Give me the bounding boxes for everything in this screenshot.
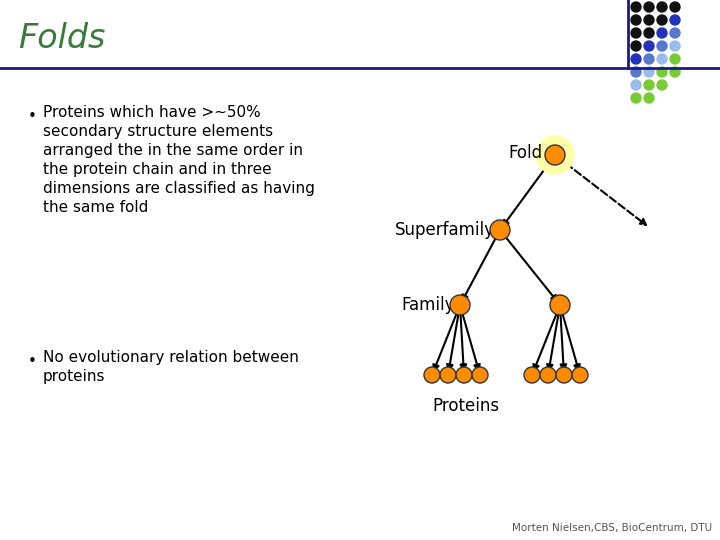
Circle shape [657, 28, 667, 38]
Circle shape [670, 67, 680, 77]
Text: •: • [28, 354, 37, 369]
Text: Superfamily: Superfamily [395, 221, 495, 239]
Text: No evolutionary relation between: No evolutionary relation between [43, 350, 299, 365]
Circle shape [670, 28, 680, 38]
Circle shape [644, 80, 654, 90]
Circle shape [644, 15, 654, 25]
Circle shape [657, 54, 667, 64]
Circle shape [670, 15, 680, 25]
Circle shape [644, 2, 654, 12]
Circle shape [644, 93, 654, 103]
Circle shape [644, 28, 654, 38]
Circle shape [631, 93, 641, 103]
Text: Family: Family [402, 296, 455, 314]
Circle shape [424, 367, 440, 383]
Circle shape [657, 67, 667, 77]
Text: Fold: Fold [509, 144, 543, 162]
Text: arranged the in the same order in: arranged the in the same order in [43, 143, 303, 158]
Circle shape [490, 220, 510, 240]
Circle shape [657, 2, 667, 12]
Text: Proteins which have >∼50%: Proteins which have >∼50% [43, 105, 261, 120]
Circle shape [644, 67, 654, 77]
Text: Folds: Folds [18, 22, 105, 55]
Circle shape [657, 80, 667, 90]
Circle shape [631, 28, 641, 38]
Circle shape [670, 2, 680, 12]
Text: Morten Nielsen,CBS, BioCentrum, DTU: Morten Nielsen,CBS, BioCentrum, DTU [512, 523, 712, 533]
Circle shape [524, 367, 540, 383]
Circle shape [631, 2, 641, 12]
Circle shape [657, 41, 667, 51]
Text: Proteins: Proteins [433, 397, 500, 415]
Circle shape [550, 295, 570, 315]
Circle shape [536, 136, 574, 174]
Text: •: • [28, 109, 37, 124]
Circle shape [631, 54, 641, 64]
Circle shape [631, 15, 641, 25]
Circle shape [657, 15, 667, 25]
Circle shape [540, 367, 556, 383]
Circle shape [472, 367, 488, 383]
Circle shape [670, 41, 680, 51]
Circle shape [545, 145, 565, 165]
Circle shape [450, 295, 470, 315]
Circle shape [631, 41, 641, 51]
Text: the same fold: the same fold [43, 200, 148, 215]
Text: dimensions are classified as having: dimensions are classified as having [43, 181, 315, 196]
Circle shape [572, 367, 588, 383]
Circle shape [631, 80, 641, 90]
Circle shape [644, 41, 654, 51]
Circle shape [670, 54, 680, 64]
Circle shape [556, 367, 572, 383]
Circle shape [456, 367, 472, 383]
Text: secondary structure elements: secondary structure elements [43, 124, 273, 139]
Circle shape [644, 54, 654, 64]
Circle shape [631, 67, 641, 77]
Circle shape [440, 367, 456, 383]
Text: the protein chain and in three: the protein chain and in three [43, 162, 271, 177]
Text: proteins: proteins [43, 369, 106, 384]
